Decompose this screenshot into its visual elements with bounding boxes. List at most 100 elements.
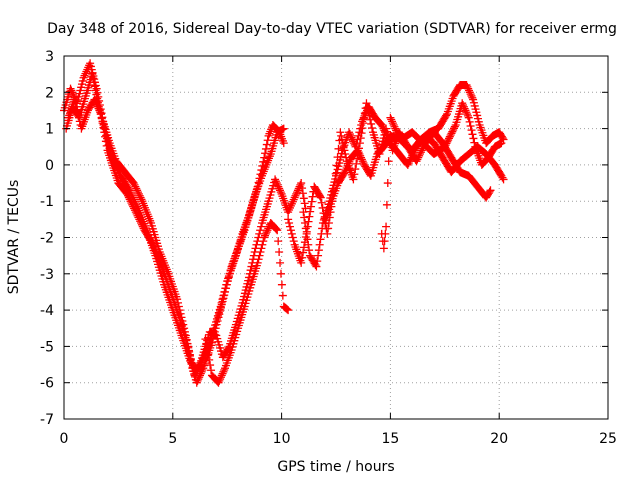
data-point-marker [102,141,111,150]
data-point-marker [350,140,359,149]
data-point-marker [264,224,273,233]
y-tick-label: -5 [40,339,54,355]
data-point-marker [468,93,477,102]
data-point-marker [98,119,107,128]
data-point-marker [304,240,313,249]
data-point-marker [279,139,288,148]
data-point-marker [389,120,398,129]
data-point-marker [497,139,506,148]
data-point-marker [89,78,98,87]
data-point-marker [195,373,204,382]
data-point-marker [339,169,348,178]
data-point-marker [417,146,426,155]
data-point-marker [314,246,323,255]
data-point-marker [359,159,368,168]
data-point-marker [99,123,108,132]
data-point-marker [354,148,363,157]
data-point-marker [448,127,457,136]
data-point-marker [206,361,215,370]
data-point-marker [222,280,231,289]
data-point-marker [263,226,272,235]
data-point-marker [299,208,308,217]
y-tick-label: -7 [40,412,54,428]
data-point-marker [405,157,414,166]
data-point-marker [66,84,75,93]
data-point-marker [137,220,146,229]
data-point-marker [101,137,110,146]
data-point-marker [94,104,103,113]
data-point-marker [382,200,391,209]
data-point-marker [284,306,293,315]
data-point-marker [383,179,392,188]
data-point-marker [247,262,256,271]
data-point-marker [216,375,225,384]
data-point-marker [282,304,291,313]
data-point-marker [220,365,229,374]
data-point-marker [253,258,262,267]
data-point-marker [354,131,363,140]
data-point-marker [123,191,132,200]
y-tick-label: 2 [45,85,54,101]
data-point-marker [74,110,83,119]
data-point-marker [353,135,362,144]
data-point-marker [272,225,281,234]
data-point-marker [298,184,307,193]
data-point-marker [469,134,478,143]
data-point-marker [276,258,285,267]
data-point-marker [132,209,141,218]
data-point-marker [345,130,354,139]
x-tick-label: 0 [60,431,69,447]
data-point-marker [263,136,272,145]
data-point-marker [352,139,361,148]
data-point-marker [218,295,227,304]
data-point-marker [271,224,280,233]
data-point-marker [297,179,306,188]
data-point-marker [357,120,366,129]
data-point-marker [284,215,293,224]
data-point-marker [446,131,455,140]
data-point-marker [217,298,226,307]
data-point-marker [275,186,284,195]
data-point-marker [293,186,302,195]
data-point-marker [346,131,355,140]
x-tick-label: 15 [381,431,399,447]
data-point-marker [355,128,364,137]
data-point-marker [123,189,132,198]
data-point-marker [382,222,391,231]
data-point-marker [305,246,314,255]
data-point-marker [187,358,196,367]
data-point-marker [314,251,323,260]
data-point-marker [218,369,227,378]
data-point-marker [283,305,292,314]
data-point-marker [349,175,358,184]
data-point-marker [277,280,286,289]
data-point-marker [347,133,356,142]
data-point-marker [304,217,313,226]
data-point-marker [275,248,284,257]
data-point-marker [261,229,270,238]
data-point-marker [285,222,294,231]
data-point-marker [353,146,362,155]
data-point-marker [367,119,376,128]
data-point-marker [297,258,306,267]
data-point-marker [312,262,321,271]
data-point-marker [205,355,214,364]
data-point-marker [271,177,280,186]
data-point-marker [392,126,401,135]
data-point-marker [387,115,396,124]
data-point-marker [96,108,105,117]
data-point-marker [445,132,454,141]
data-point-marker [464,113,473,122]
data-point-marker [464,84,473,93]
data-point-marker [415,151,424,160]
data-point-marker [133,211,142,220]
data-point-marker [368,124,377,133]
data-point-marker [244,273,253,282]
data-point-marker [215,376,224,385]
data-point-marker [361,110,370,119]
data-point-marker [100,128,109,137]
x-tick-label: 20 [490,431,508,447]
data-point-marker [298,253,307,262]
series-track-4 [201,218,293,387]
data-point-marker [313,257,322,266]
